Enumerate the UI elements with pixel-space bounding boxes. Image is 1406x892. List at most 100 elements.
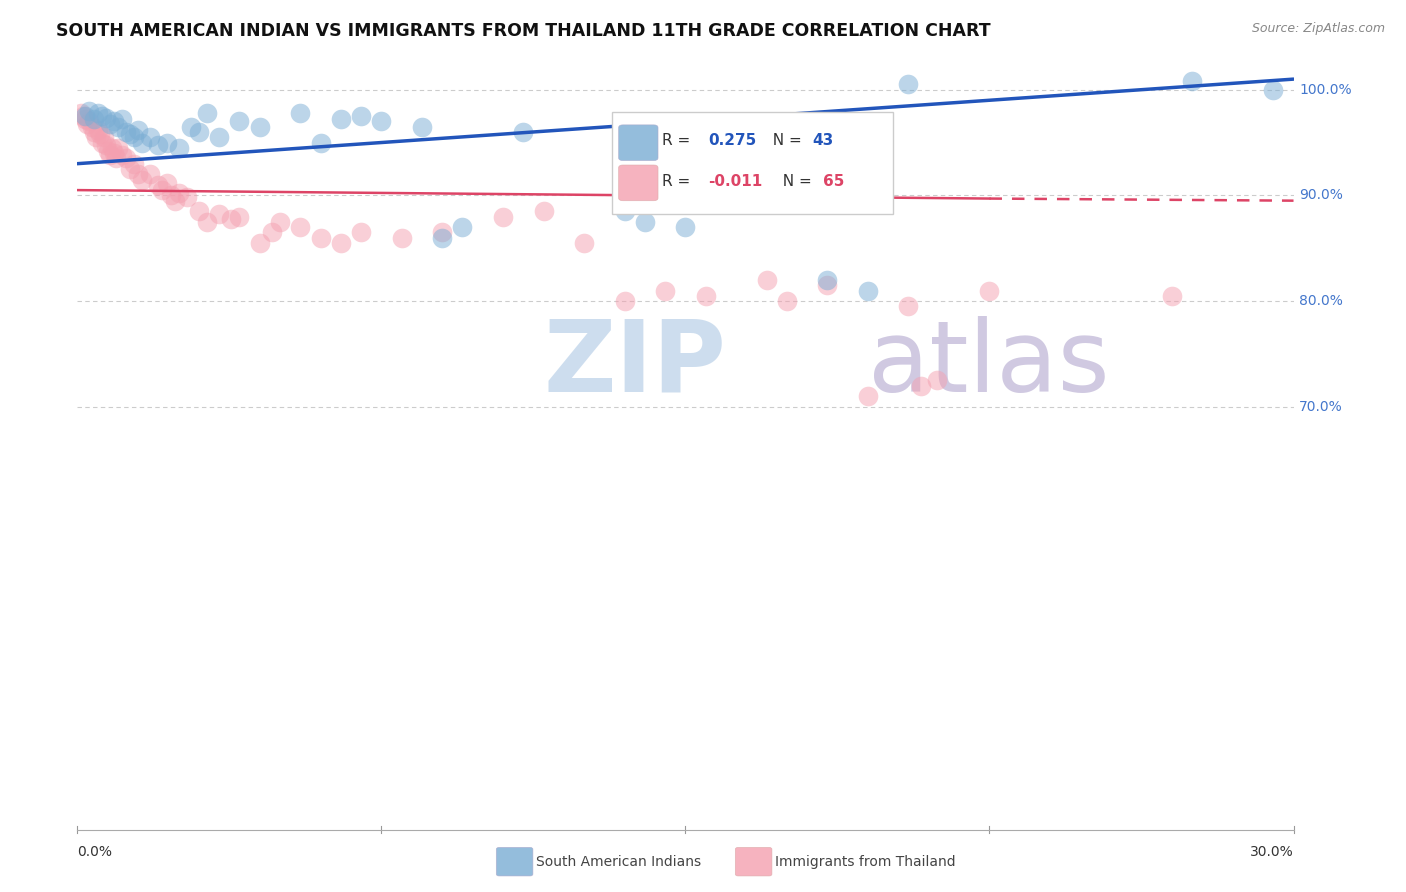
Text: ZIP: ZIP [544,316,727,413]
Point [897,299,920,313]
Text: R =: R = [662,175,696,189]
Point [75,112,97,127]
Point [309,136,332,150]
Point [910,378,932,392]
Text: R =: R = [662,134,696,148]
Point [86,106,108,120]
Text: N =: N = [763,134,807,148]
Point [221,211,243,226]
Point [139,167,162,181]
Point [815,278,838,293]
Point [391,230,413,244]
Text: 30.0%: 30.0% [1250,846,1294,859]
Point [430,226,453,240]
Point [104,152,127,166]
Point [111,112,134,127]
Point [131,172,153,186]
Point [159,188,181,202]
Point [979,284,1001,298]
Point [1263,83,1285,97]
Point [329,112,352,127]
Text: 70.0%: 70.0% [1299,400,1343,414]
Point [533,204,555,219]
Point [1181,74,1204,88]
Point [451,220,474,235]
Text: N =: N = [773,175,817,189]
Point [97,144,120,158]
Point [512,125,534,139]
Point [122,130,145,145]
Point [148,137,170,152]
Point [370,114,392,128]
Point [776,294,799,309]
Point [84,130,107,145]
Point [118,161,141,176]
Point [572,235,595,250]
Point [856,284,879,298]
Text: South American Indians: South American Indians [536,855,700,869]
Point [148,178,170,192]
Point [163,194,186,208]
Point [290,220,312,235]
Point [72,109,94,123]
Point [86,123,108,137]
Point [139,130,162,145]
Point [155,176,177,190]
Text: 43: 43 [813,134,834,148]
Point [83,112,105,127]
Text: 0.275: 0.275 [709,134,756,148]
Point [167,141,190,155]
Point [70,106,93,120]
Point [76,116,98,130]
Text: 0.0%: 0.0% [77,846,112,859]
Point [755,273,778,287]
Text: 90.0%: 90.0% [1299,188,1343,202]
Point [122,156,145,170]
Text: 65: 65 [823,175,844,189]
Point [925,373,948,387]
Point [695,289,717,303]
Point [115,152,138,166]
Point [195,106,218,120]
Point [269,215,291,229]
Text: 80.0%: 80.0% [1299,294,1343,308]
Point [290,106,312,120]
Point [101,141,124,155]
Point [180,120,202,134]
Point [208,130,231,145]
Point [89,127,111,141]
Point [492,210,515,224]
Point [93,130,115,145]
Point [152,183,174,197]
Point [167,186,190,201]
Point [249,235,271,250]
Point [115,125,138,139]
Point [75,109,97,123]
Point [329,235,352,250]
Text: SOUTH AMERICAN INDIAN VS IMMIGRANTS FROM THAILAND 11TH GRADE CORRELATION CHART: SOUTH AMERICAN INDIAN VS IMMIGRANTS FROM… [56,22,991,40]
Point [127,123,149,137]
Point [675,220,697,235]
Point [897,78,920,92]
Point [98,148,121,162]
Point [118,127,141,141]
Point [90,136,112,150]
Point [249,120,271,134]
Point [94,112,117,126]
Point [83,125,105,139]
Point [98,116,121,130]
Point [131,136,153,150]
Point [260,226,283,240]
Point [94,137,117,152]
Point [613,294,636,309]
Point [155,136,177,150]
Point [79,114,101,128]
Point [815,273,838,287]
Text: 100.0%: 100.0% [1299,83,1351,96]
Point [856,389,879,403]
Text: -0.011: -0.011 [709,175,763,189]
Point [411,120,433,134]
Point [350,109,373,123]
Point [634,215,657,229]
Point [228,210,250,224]
